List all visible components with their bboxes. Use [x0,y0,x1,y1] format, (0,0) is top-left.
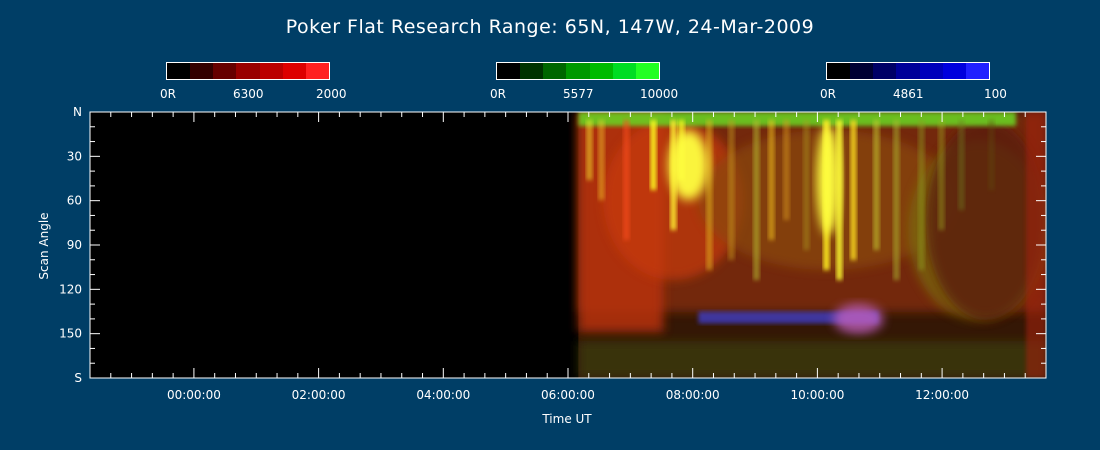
emission-patch [706,120,713,270]
y-axis-title: Scan Angle [37,212,51,279]
y-tick-label: S [74,371,82,385]
emission-patch [918,120,925,270]
colorbar-swatch [305,63,329,79]
colorbar-red [166,62,330,80]
colorbar-swatch [236,63,260,79]
chart-title: Poker Flat Research Range: 65N, 147W, 24… [285,16,815,38]
colorbar-swatch [942,63,966,79]
y-tick-label: 150 [59,327,82,341]
x-tick-label: 06:00:00 [541,388,595,402]
x-tick-label: 04:00:00 [416,388,470,402]
y-tick-label: 120 [59,282,82,296]
colorbar-red-max-label: 2000 [316,87,347,101]
emission-patch [623,120,630,240]
colorbar-blue [826,62,990,80]
colorbar-swatch [965,63,989,79]
colorbar-blue-min-label: 0R [820,87,836,101]
emission-patch [938,120,945,230]
colorbar-swatch [827,63,851,79]
colorbar-swatch [850,63,874,79]
colorbar-swatch [282,63,306,79]
emission-patch [728,120,735,260]
colorbar-green-wavelength-label: 5577 [563,87,594,101]
x-tick-label: 02:00:00 [292,388,346,402]
emission-patch [753,120,760,280]
x-axis-title: Time UT [541,412,592,426]
colorbar-blue-wavelength-label: 4861 [893,87,924,101]
emission-patch [586,120,593,180]
colorbar-swatch [635,63,659,79]
emission-patch [698,311,879,324]
colorbar-swatch [213,63,237,79]
colorbar-swatch [520,63,544,79]
emission-patch [650,120,657,190]
emission-patch [873,120,880,250]
colorbar-swatch [589,63,613,79]
colorbar-red-wavelength-label: 6300 [233,87,264,101]
colorbar-swatch [612,63,636,79]
y-tick-label: 30 [67,149,82,163]
emission-patch [833,303,884,334]
emission-patch [783,120,790,220]
emission-patch [988,120,995,190]
colorbar-red-min-label: 0R [160,87,176,101]
colorbar-swatch [873,63,897,79]
colorbar-swatch [259,63,283,79]
emission-patch [768,120,775,240]
emission-patch [803,120,810,250]
emission-patch [893,120,900,280]
y-tick-label: N [73,105,82,119]
colorbar-green-max-label: 10000 [640,87,679,101]
colorbar-green [496,62,660,80]
emission-patch [578,112,1016,126]
x-tick-label: 08:00:00 [666,388,720,402]
x-tick-label: 00:00:00 [167,388,221,402]
emission-patch [578,341,1046,378]
emission-patch [850,120,857,260]
colorbar-swatch [896,63,920,79]
colorbar-swatch [190,63,214,79]
colorbar-swatch [497,63,521,79]
emission-patch [668,130,709,200]
emission-patch [598,120,605,200]
colorbar-swatch [919,63,943,79]
colorbar-swatch [566,63,590,79]
colorbar-green-min-label: 0R [490,87,506,101]
colorbar-blue-max-label: 100 [984,87,1007,101]
y-tick-label: 60 [67,194,82,208]
colorbar-swatch [167,63,191,79]
aurora-emission-image [578,112,1046,378]
colorbar-swatch [543,63,567,79]
emission-patch [926,120,1046,320]
emission-patch [816,125,841,235]
x-tick-label: 12:00:00 [915,388,969,402]
x-tick-label: 10:00:00 [790,388,844,402]
y-tick-label: 90 [67,238,82,252]
emission-patch [958,120,965,210]
